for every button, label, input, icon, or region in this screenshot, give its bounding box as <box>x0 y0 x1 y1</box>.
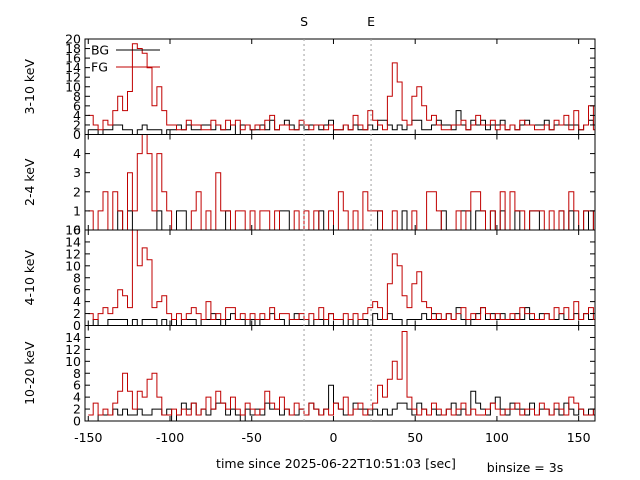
y-tick-label: 12 <box>65 246 81 261</box>
y-tick-label: 14 <box>65 60 81 75</box>
x-tick-label: -150 <box>74 430 102 445</box>
x-tick-label: 50 <box>407 430 423 445</box>
y-tick-label: 10 <box>65 79 81 94</box>
x-tick-label: 0 <box>329 430 337 445</box>
y-tick-label: 2 <box>73 402 81 417</box>
y-tick-label: 12 <box>65 70 81 85</box>
y-tick-label: 14 <box>65 234 81 249</box>
y-tick-label: 3 <box>73 165 81 180</box>
series-bg-line <box>88 307 595 326</box>
y-tick-label: 8 <box>73 270 81 285</box>
y-tick-label: 4 <box>73 390 81 405</box>
y-tick-label: 6 <box>73 378 81 393</box>
y-tick-label: 4 <box>73 108 81 123</box>
x-tick-label: 150 <box>567 430 591 445</box>
series-fg-line <box>88 43 595 131</box>
y-tick-label: 2 <box>73 306 81 321</box>
y-tick-label: 6 <box>73 282 81 297</box>
series-fg-line <box>88 230 595 320</box>
y-tick-label: 16 <box>65 51 81 66</box>
series-fg-line <box>88 331 595 416</box>
y-tick-label: 18 <box>65 41 81 56</box>
panel-frame <box>84 229 596 326</box>
series-fg-line <box>88 134 595 230</box>
y-tick-label: 0 <box>73 414 81 429</box>
y-tick-label: 0 <box>73 127 81 142</box>
y-tick-label: 10 <box>65 258 81 273</box>
y-tick-label: 20 <box>65 32 81 47</box>
y-tick-label: 8 <box>73 89 81 104</box>
y-tick-label: 2 <box>73 117 81 132</box>
y-tick-label: 8 <box>73 366 81 381</box>
y-tick-label: 6 <box>73 98 81 113</box>
x-tick-label: -100 <box>156 430 184 445</box>
marker-label-s: S <box>300 14 308 29</box>
legend-label-bg: BG <box>91 43 109 58</box>
y-tick-label: 1 <box>73 203 81 218</box>
y-tick-label: 4 <box>73 294 81 309</box>
y-tick-label: 16 <box>65 223 81 238</box>
y-tick-label: 2 <box>73 184 81 199</box>
y-tick-label: 0 <box>73 318 81 333</box>
x-axis-title: time since 2025-06-22T10:51:03 [sec] <box>216 456 456 471</box>
x-tick-label: -50 <box>242 430 262 445</box>
binsize-label: binsize = 3s <box>487 460 563 475</box>
series-bg-line <box>88 110 595 135</box>
y-tick-label: 14 <box>65 330 81 345</box>
legend-label-fg: FG <box>91 60 108 75</box>
y-tick-label: 4 <box>73 146 81 161</box>
x-tick-label: 100 <box>485 430 509 445</box>
y-axis-title: 2-4 keV <box>22 158 37 206</box>
panel-2: 0 1 2 3 4 2-4 keV <box>22 134 596 238</box>
y-tick-label: 12 <box>65 342 81 357</box>
y-tick-label: 10 <box>65 354 81 369</box>
y-axis-title: 10-20 keV <box>22 341 37 405</box>
series-bg-line <box>88 210 595 230</box>
y-tick-label: 0 <box>73 223 81 238</box>
y-axis-title: 4-10 keV <box>22 250 37 306</box>
y-axis-title: 3-10 keV <box>22 59 37 115</box>
marker-label-e: E <box>367 14 375 29</box>
x-axis: -150 -100 -50 0 50 100 150 <box>74 430 591 445</box>
